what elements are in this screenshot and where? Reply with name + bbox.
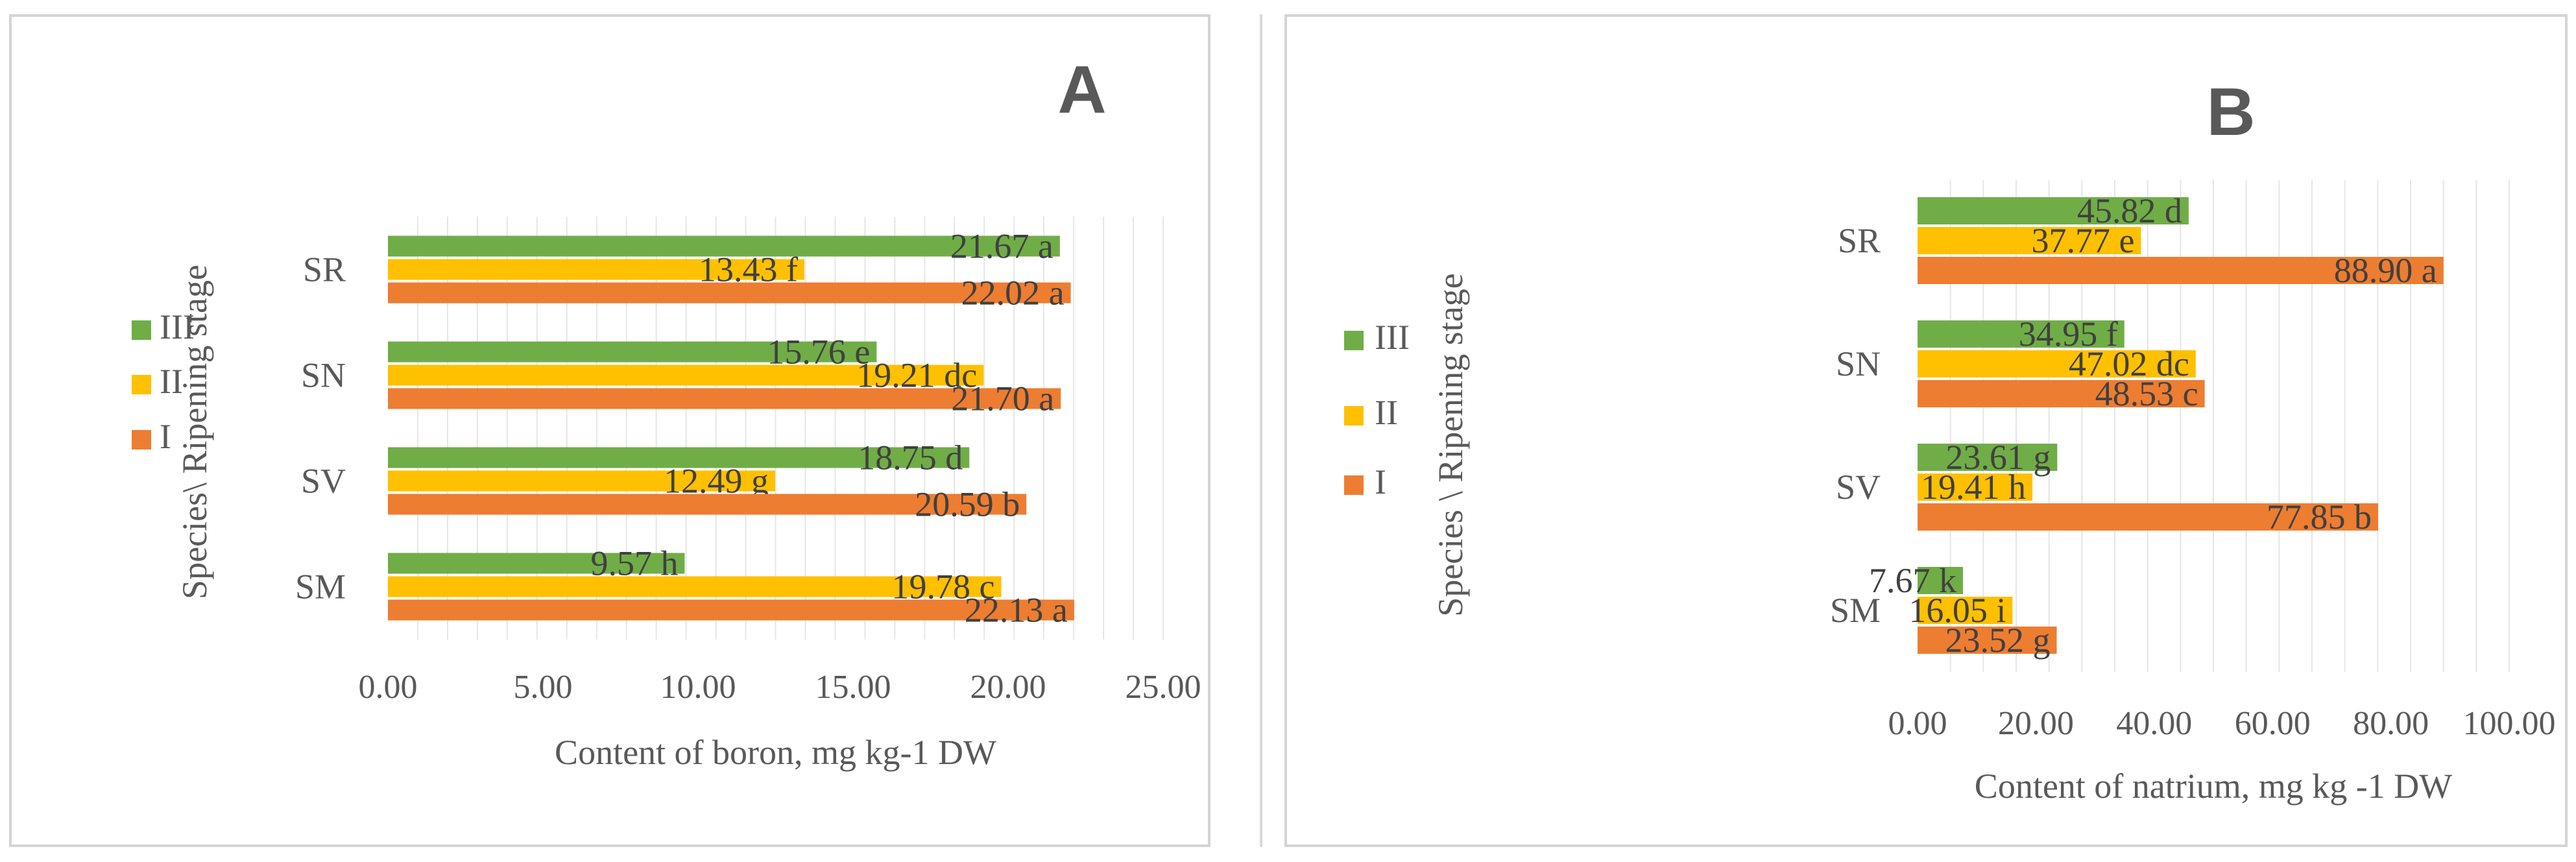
panel-divider	[1260, 14, 1262, 847]
bar-sm-iii	[1918, 567, 1963, 594]
legend-label-iii: III	[160, 307, 195, 346]
x-tick-label: 5.00	[514, 669, 573, 706]
legend-label-i: I	[160, 417, 171, 456]
data-label-sn-ii: 47.02 dc	[2069, 344, 2189, 383]
category-label-sm: SM	[295, 568, 346, 606]
bar-sm-ii	[1918, 597, 2013, 624]
legend-swatch-i	[132, 430, 151, 449]
legend-swatch-i	[1344, 475, 1364, 495]
bar-sn-ii	[388, 365, 984, 386]
legend-swatch-ii	[1344, 406, 1364, 425]
bar-sr-i	[388, 282, 1071, 304]
data-label-sv-iii: 23.61 g	[1945, 438, 2051, 477]
x-axis-title-b: Content of natrium, mg kg -1 DW	[1975, 767, 2452, 806]
bar-sv-i	[388, 494, 1027, 515]
x-tick-label: 60.00	[2235, 705, 2311, 742]
bar-sr-iii	[1918, 197, 2189, 224]
x-tick-label: 25.00	[1125, 669, 1201, 706]
data-label-sn-iii: 34.95 f	[2019, 315, 2118, 353]
category-label-sv: SV	[1836, 468, 1881, 507]
y-axis-title-b: Species \ Ripening stage	[1431, 273, 1470, 616]
bar-sr-iii	[388, 235, 1060, 257]
bar-sr-ii	[388, 259, 804, 280]
y-axis-title-a: Species\ Ripening stage	[175, 265, 214, 599]
data-label-sr-iii: 21.67 a	[950, 227, 1053, 266]
category-label-sr: SR	[1838, 221, 1881, 260]
bar-sm-iii	[388, 553, 685, 574]
category-label-sm: SM	[1830, 591, 1881, 630]
legend-label-ii: II	[160, 362, 183, 401]
x-tick-label: 20.00	[1998, 705, 2074, 742]
bar-sm-ii	[388, 576, 1002, 597]
legend-label-i: I	[1375, 462, 1386, 501]
legend-swatch-iii	[1344, 331, 1364, 350]
bar-sv-ii	[388, 470, 776, 492]
x-tick-label: 40.00	[2116, 705, 2192, 742]
bar-sn-ii	[1918, 350, 2196, 377]
data-label-sr-ii: 37.77 e	[2031, 221, 2134, 260]
bar-sm-i	[388, 599, 1074, 621]
data-label-sv-i: 20.59 b	[915, 485, 1020, 524]
legend-label-iii: III	[1375, 318, 1410, 357]
x-axis-title-a: Content of boron, mg kg-1 DW	[555, 733, 996, 772]
data-label-sr-i: 88.90 a	[2334, 251, 2437, 290]
category-label-sr: SR	[303, 250, 346, 289]
bar-sr-i	[1918, 257, 2444, 284]
bar-sr-ii	[1918, 227, 2141, 254]
bar-sn-iii	[388, 341, 877, 363]
x-tick-label: 80.00	[2353, 705, 2429, 742]
data-label-sv-iii: 18.75 d	[858, 438, 963, 477]
data-label-sm-iii: 7.67 k	[1869, 561, 1956, 600]
data-label-sn-i: 21.70 a	[951, 379, 1054, 418]
panel-letter-b: B	[2206, 75, 2255, 150]
category-label-sn: SN	[1836, 344, 1881, 383]
x-tick-label: 0.00	[359, 669, 418, 706]
data-label-sm-i: 23.52 g	[1945, 621, 2051, 660]
data-label-sv-i: 77.85 b	[2267, 497, 2372, 536]
data-label-sm-ii: 16.05 i	[1908, 591, 2006, 630]
bar-sn-iii	[1918, 320, 2125, 348]
bar-sv-i	[1918, 503, 2378, 531]
panel-letter-a: A	[1057, 53, 1106, 128]
data-label-sr-iii: 45.82 d	[2077, 191, 2182, 230]
chart-b: B 7.67 k16.05 i23.52 g SM 23.61 g19.41 h 77.…	[1344, 75, 2556, 806]
bar-sv-iii	[1918, 444, 2058, 471]
bar-sv-iii	[388, 447, 970, 468]
bar-sn-i	[1918, 380, 2205, 407]
x-tick-label: 20.00	[970, 669, 1046, 706]
x-tick-label: 100.00	[2463, 705, 2556, 742]
category-label-sn: SN	[301, 356, 346, 395]
category-label-sv: SV	[301, 462, 346, 501]
legend-label-ii: II	[1375, 393, 1398, 432]
x-tick-label: 15.00	[815, 669, 891, 706]
chart-panel-a: A 9.57 h 19.78 c 22.13 a SM 18.75 d 12.49 g 20.…	[9, 14, 1210, 847]
data-label-sn-i: 48.53 c	[2095, 374, 2198, 413]
x-tick-label: 0.00	[1888, 705, 1947, 742]
chart-panel-b: B 7.67 k 16.05 i 23.52 g SM 23.61 g 19.41 h 77.…	[1284, 14, 2568, 847]
bar-sn-i	[388, 388, 1061, 409]
data-label-sm-i: 22.13 a	[965, 591, 1068, 630]
legend-swatch-ii	[132, 375, 151, 394]
x-tick-label: 10.00	[660, 669, 736, 706]
data-label-sv-ii: 19.41 h	[1921, 468, 2026, 507]
legend-swatch-iii	[132, 320, 151, 340]
bar-sv-ii	[1918, 473, 2033, 501]
bar-sm-i	[1918, 627, 2057, 654]
data-label-sr-i: 22.02 a	[961, 274, 1065, 313]
